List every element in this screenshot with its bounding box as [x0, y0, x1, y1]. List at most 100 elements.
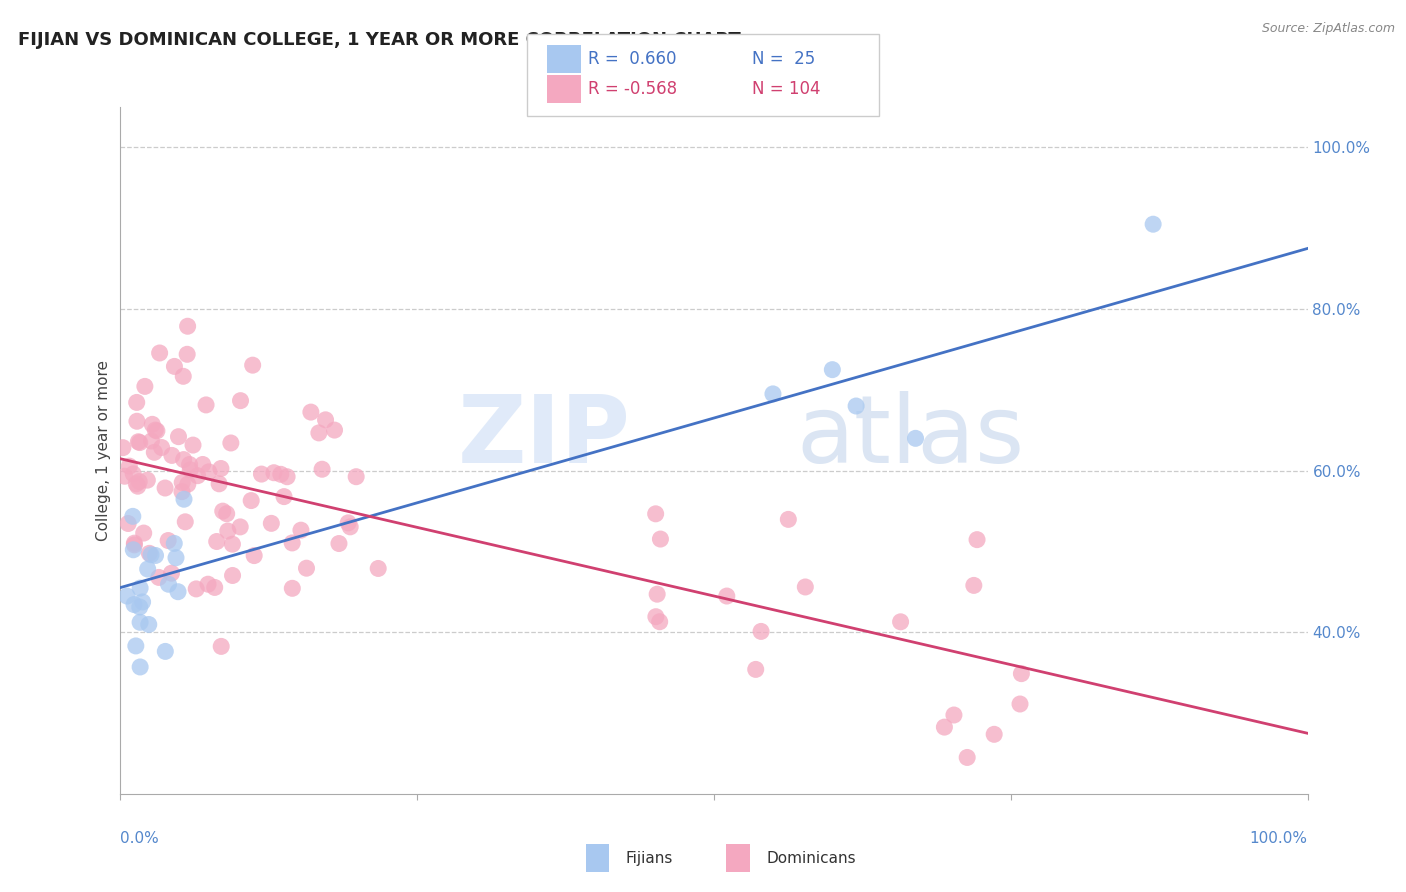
Point	[121, 509, 143, 524]
Point	[217, 524, 239, 538]
Text: R = -0.568: R = -0.568	[588, 80, 676, 98]
Point	[240, 493, 263, 508]
Text: N = 104: N = 104	[752, 80, 821, 98]
Point	[136, 562, 159, 576]
Point	[179, 458, 201, 472]
Point	[118, 459, 141, 474]
Point	[149, 346, 172, 360]
Point	[177, 477, 200, 491]
Point	[114, 469, 136, 483]
Point	[125, 395, 148, 409]
Point	[160, 566, 183, 581]
Point	[215, 507, 238, 521]
Point	[129, 660, 152, 674]
Point	[170, 484, 193, 499]
Text: atlas: atlas	[797, 391, 1025, 483]
Point	[172, 369, 194, 384]
Point	[270, 467, 292, 482]
Point	[273, 490, 295, 504]
Point	[963, 578, 986, 592]
Point	[1142, 217, 1164, 231]
Point	[163, 536, 186, 550]
Point	[966, 533, 988, 547]
Point	[744, 662, 766, 676]
Point	[134, 379, 156, 393]
Point	[845, 399, 868, 413]
Point	[221, 568, 243, 582]
Point	[124, 536, 146, 550]
Y-axis label: College, 1 year or more: College, 1 year or more	[96, 360, 111, 541]
Point	[124, 538, 146, 552]
Point	[229, 393, 252, 408]
Point	[645, 587, 668, 601]
Point	[367, 561, 389, 575]
Point	[125, 414, 148, 428]
Text: FIJIAN VS DOMINICAN COLLEGE, 1 YEAR OR MORE CORRELATION CHART: FIJIAN VS DOMINICAN COLLEGE, 1 YEAR OR M…	[18, 31, 741, 49]
Point	[176, 347, 198, 361]
Point	[648, 615, 671, 629]
Point	[281, 582, 304, 596]
Text: Dominicans: Dominicans	[766, 851, 856, 865]
Point	[138, 617, 160, 632]
Text: Fijians: Fijians	[626, 851, 673, 865]
Point	[157, 533, 180, 548]
Point	[263, 466, 285, 480]
Point	[778, 512, 800, 526]
Point	[128, 435, 150, 450]
Point	[187, 468, 209, 483]
Point	[181, 438, 204, 452]
Point	[136, 473, 159, 487]
Point	[165, 550, 187, 565]
Point	[143, 423, 166, 437]
Point	[250, 467, 273, 481]
Point	[890, 615, 912, 629]
Point	[1010, 666, 1032, 681]
Point	[209, 640, 232, 654]
Point	[157, 577, 180, 591]
Point	[276, 469, 298, 483]
Point	[328, 536, 350, 550]
Point	[644, 507, 666, 521]
Point	[195, 398, 218, 412]
Point	[153, 481, 176, 495]
Text: N =  25: N = 25	[752, 50, 815, 68]
Point	[191, 458, 214, 472]
Point	[132, 526, 155, 541]
Point	[299, 405, 322, 419]
Point	[174, 515, 197, 529]
Point	[1008, 697, 1031, 711]
Point	[209, 461, 232, 475]
Point	[172, 475, 194, 490]
Point	[163, 359, 186, 374]
Text: ZIP: ZIP	[457, 391, 630, 483]
Point	[143, 445, 166, 459]
Point	[716, 589, 738, 603]
Point	[122, 467, 145, 481]
Point	[125, 639, 148, 653]
Point	[141, 434, 163, 448]
Text: 0.0%: 0.0%	[120, 831, 159, 846]
Point	[211, 504, 233, 518]
Point	[208, 476, 231, 491]
Point	[260, 516, 283, 531]
Point	[173, 492, 195, 507]
Point	[155, 644, 177, 658]
Point	[983, 727, 1005, 741]
Point	[762, 387, 785, 401]
Point	[131, 595, 153, 609]
Point	[934, 720, 956, 734]
Point	[942, 708, 965, 723]
Point	[122, 542, 145, 557]
Point	[128, 475, 150, 489]
Point	[904, 431, 927, 445]
Point	[344, 469, 367, 483]
Point	[204, 581, 226, 595]
Point	[311, 462, 333, 476]
Point	[229, 520, 252, 534]
Text: Source: ZipAtlas.com: Source: ZipAtlas.com	[1261, 22, 1395, 36]
Point	[146, 424, 169, 438]
Point	[644, 609, 666, 624]
Point	[749, 624, 772, 639]
Point	[141, 417, 163, 432]
Text: 100.0%: 100.0%	[1250, 831, 1308, 846]
